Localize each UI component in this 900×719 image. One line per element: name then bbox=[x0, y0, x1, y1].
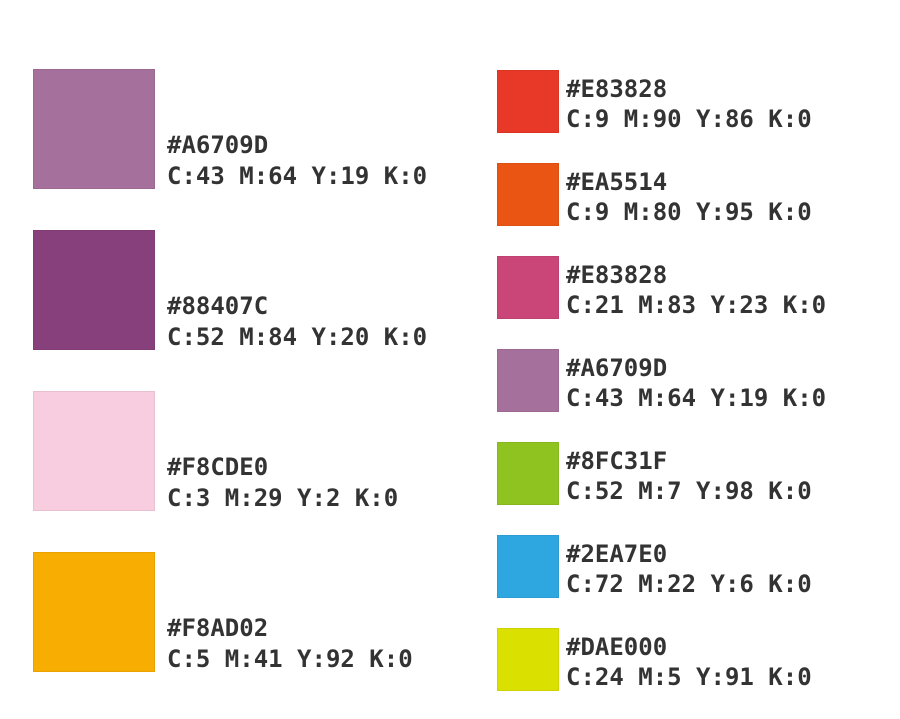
color-item: #F8AD02 C:5 M:41 Y:92 K:0 bbox=[33, 552, 427, 675]
color-labels: #E83828 C:21 M:83 Y:23 K:0 bbox=[566, 260, 826, 320]
color-item: #F8CDE0 C:3 M:29 Y:2 K:0 bbox=[33, 391, 427, 514]
cmyk-label: C:43 M:64 Y:19 K:0 bbox=[566, 384, 827, 412]
color-labels: #A6709D C:43 M:64 Y:19 K:0 bbox=[167, 130, 427, 192]
color-labels: #EA5514 C:9 M:80 Y:95 K:0 bbox=[566, 167, 812, 227]
cmyk-label: C:5 M:41 Y:92 K:0 bbox=[167, 645, 413, 673]
color-labels: #DAE000 C:24 M:5 Y:91 K:0 bbox=[566, 632, 812, 692]
cmyk-label: C:24 M:5 Y:91 K:0 bbox=[566, 663, 812, 691]
color-item: #8FC31F C:52 M:7 Y:98 K:0 bbox=[497, 440, 826, 506]
hex-label: #F8AD02 bbox=[167, 614, 269, 642]
hex-label: #A6709D bbox=[566, 354, 668, 382]
hex-label: #E83828 bbox=[566, 261, 668, 289]
hex-label: #8FC31F bbox=[566, 447, 668, 475]
color-swatch bbox=[497, 441, 559, 505]
cmyk-label: C:9 M:80 Y:95 K:0 bbox=[566, 198, 812, 226]
color-item: #E83828 C:21 M:83 Y:23 K:0 bbox=[497, 254, 826, 320]
color-item: #E83828 C:9 M:90 Y:86 K:0 bbox=[497, 68, 826, 134]
color-item: #2EA7E0 C:72 M:22 Y:6 K:0 bbox=[497, 533, 826, 599]
color-swatch bbox=[33, 230, 155, 350]
color-swatch bbox=[33, 391, 155, 511]
color-item: #DAE000 C:24 M:5 Y:91 K:0 bbox=[497, 626, 826, 692]
hex-label: #EA5514 bbox=[566, 168, 668, 196]
color-swatch bbox=[497, 255, 559, 319]
hex-label: #A6709D bbox=[167, 131, 269, 159]
cmyk-label: C:52 M:84 Y:20 K:0 bbox=[167, 323, 428, 351]
color-item: #88407C C:52 M:84 Y:20 K:0 bbox=[33, 230, 427, 353]
cmyk-label: C:43 M:64 Y:19 K:0 bbox=[167, 162, 428, 190]
hex-label: #2EA7E0 bbox=[566, 540, 668, 568]
color-labels: #8FC31F C:52 M:7 Y:98 K:0 bbox=[566, 446, 812, 506]
color-swatch bbox=[497, 69, 559, 133]
color-labels: #F8AD02 C:5 M:41 Y:92 K:0 bbox=[167, 613, 413, 675]
color-swatch bbox=[497, 534, 559, 598]
cmyk-label: C:21 M:83 Y:23 K:0 bbox=[566, 291, 827, 319]
color-labels: #88407C C:52 M:84 Y:20 K:0 bbox=[167, 291, 427, 353]
color-swatch bbox=[497, 162, 559, 226]
palette-column-right: #E83828 C:9 M:90 Y:86 K:0 #EA5514 C:9 M:… bbox=[497, 68, 826, 692]
color-labels: #A6709D C:43 M:64 Y:19 K:0 bbox=[566, 353, 826, 413]
color-item: #A6709D C:43 M:64 Y:19 K:0 bbox=[497, 347, 826, 413]
color-labels: #E83828 C:9 M:90 Y:86 K:0 bbox=[566, 74, 812, 134]
color-item: #EA5514 C:9 M:80 Y:95 K:0 bbox=[497, 161, 826, 227]
palette-column-left: #A6709D C:43 M:64 Y:19 K:0 #88407C C:52 … bbox=[33, 69, 427, 675]
cmyk-label: C:52 M:7 Y:98 K:0 bbox=[566, 477, 812, 505]
color-swatch bbox=[497, 348, 559, 412]
color-item: #A6709D C:43 M:64 Y:19 K:0 bbox=[33, 69, 427, 192]
cmyk-label: C:3 M:29 Y:2 K:0 bbox=[167, 484, 399, 512]
color-labels: #2EA7E0 C:72 M:22 Y:6 K:0 bbox=[566, 539, 812, 599]
color-labels: #F8CDE0 C:3 M:29 Y:2 K:0 bbox=[167, 452, 398, 514]
hex-label: #88407C bbox=[167, 292, 269, 320]
hex-label: #E83828 bbox=[566, 75, 668, 103]
cmyk-label: C:9 M:90 Y:86 K:0 bbox=[566, 105, 812, 133]
hex-label: #DAE000 bbox=[566, 633, 668, 661]
cmyk-label: C:72 M:22 Y:6 K:0 bbox=[566, 570, 812, 598]
hex-label: #F8CDE0 bbox=[167, 453, 269, 481]
color-swatch bbox=[497, 627, 559, 691]
color-swatch bbox=[33, 552, 155, 672]
color-swatch bbox=[33, 69, 155, 189]
